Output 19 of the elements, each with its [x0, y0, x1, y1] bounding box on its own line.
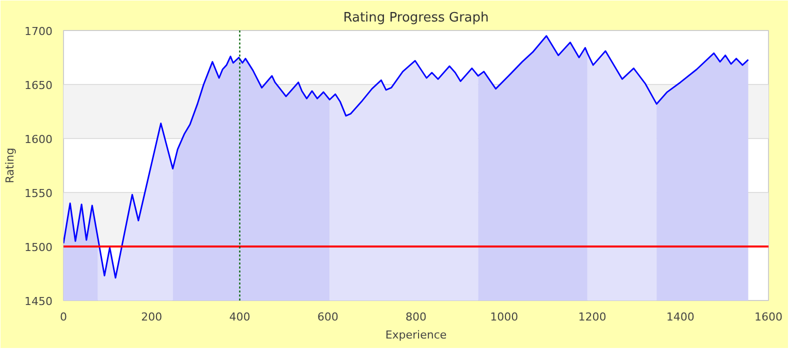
x-tick-label: 200 [141, 310, 162, 324]
y-tick-label: 1650 [24, 79, 53, 92]
y-tick-label: 1550 [24, 187, 53, 200]
y-tick-label: 1500 [24, 241, 53, 254]
x-tick-label: 1400 [666, 310, 694, 324]
x-tick-label: 1200 [578, 310, 606, 324]
x-tick-label: 600 [317, 310, 338, 324]
y-axis-title: Rating [4, 148, 17, 184]
x-tick-label: 400 [229, 310, 250, 324]
x-tick-label: 800 [406, 310, 426, 324]
x-tick-label: 1600 [754, 310, 783, 324]
x-tick-label: 1000 [490, 310, 518, 324]
line-series [64, 35, 749, 279]
x-axis-title: Experience [385, 328, 447, 342]
y-tick-label: 1450 [24, 295, 53, 308]
y-tick-label: 1600 [24, 133, 53, 146]
x-tick-label: 0 [60, 310, 67, 324]
y-tick-label: 1700 [24, 25, 53, 38]
chart-title: Rating Progress Graph [343, 10, 489, 26]
